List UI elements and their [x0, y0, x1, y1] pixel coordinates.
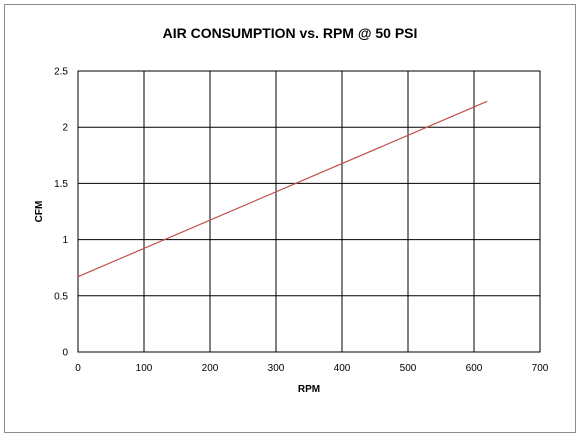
x-tick-label: 0 — [75, 363, 81, 374]
plot-area-border — [77, 70, 541, 353]
data-series-line — [77, 100, 488, 278]
x-tick-label: 400 — [334, 363, 351, 374]
y-tick-label: 1.5 — [54, 179, 68, 190]
x-tick-label: 600 — [466, 363, 483, 374]
x-tick-label: 500 — [400, 363, 417, 374]
y-tick-label: 2.5 — [54, 67, 68, 78]
x-tick-label: 200 — [202, 363, 219, 374]
chart-area: AIR CONSUMPTION vs. RPM @ 50 PSI 0 100 200… — [4, 4, 576, 433]
y-tick-label: 0.5 — [54, 291, 68, 302]
x-axis-tick-labels: 0 100 200 300 400 500 600 700 — [75, 363, 549, 374]
series-layer — [77, 100, 488, 278]
x-tick-label: 700 — [532, 363, 549, 374]
y-tick-label: 1 — [62, 235, 68, 246]
y-tick-label: 2 — [62, 123, 68, 134]
x-axis-title: RPM — [298, 384, 320, 395]
x-tick-label: 300 — [268, 363, 285, 374]
y-axis-tick-labels: 0 0.5 1 1.5 2 2.5 — [54, 67, 68, 359]
chart-canvas: AIR CONSUMPTION vs. RPM @ 50 PSI 0 100 200… — [34, 25, 549, 395]
y-tick-label: 0 — [62, 348, 68, 359]
x-tick-label: 100 — [136, 363, 153, 374]
y-axis-title: CFM — [34, 201, 45, 223]
chart-title: AIR CONSUMPTION vs. RPM @ 50 PSI — [163, 25, 418, 41]
grid-lines — [78, 71, 540, 352]
